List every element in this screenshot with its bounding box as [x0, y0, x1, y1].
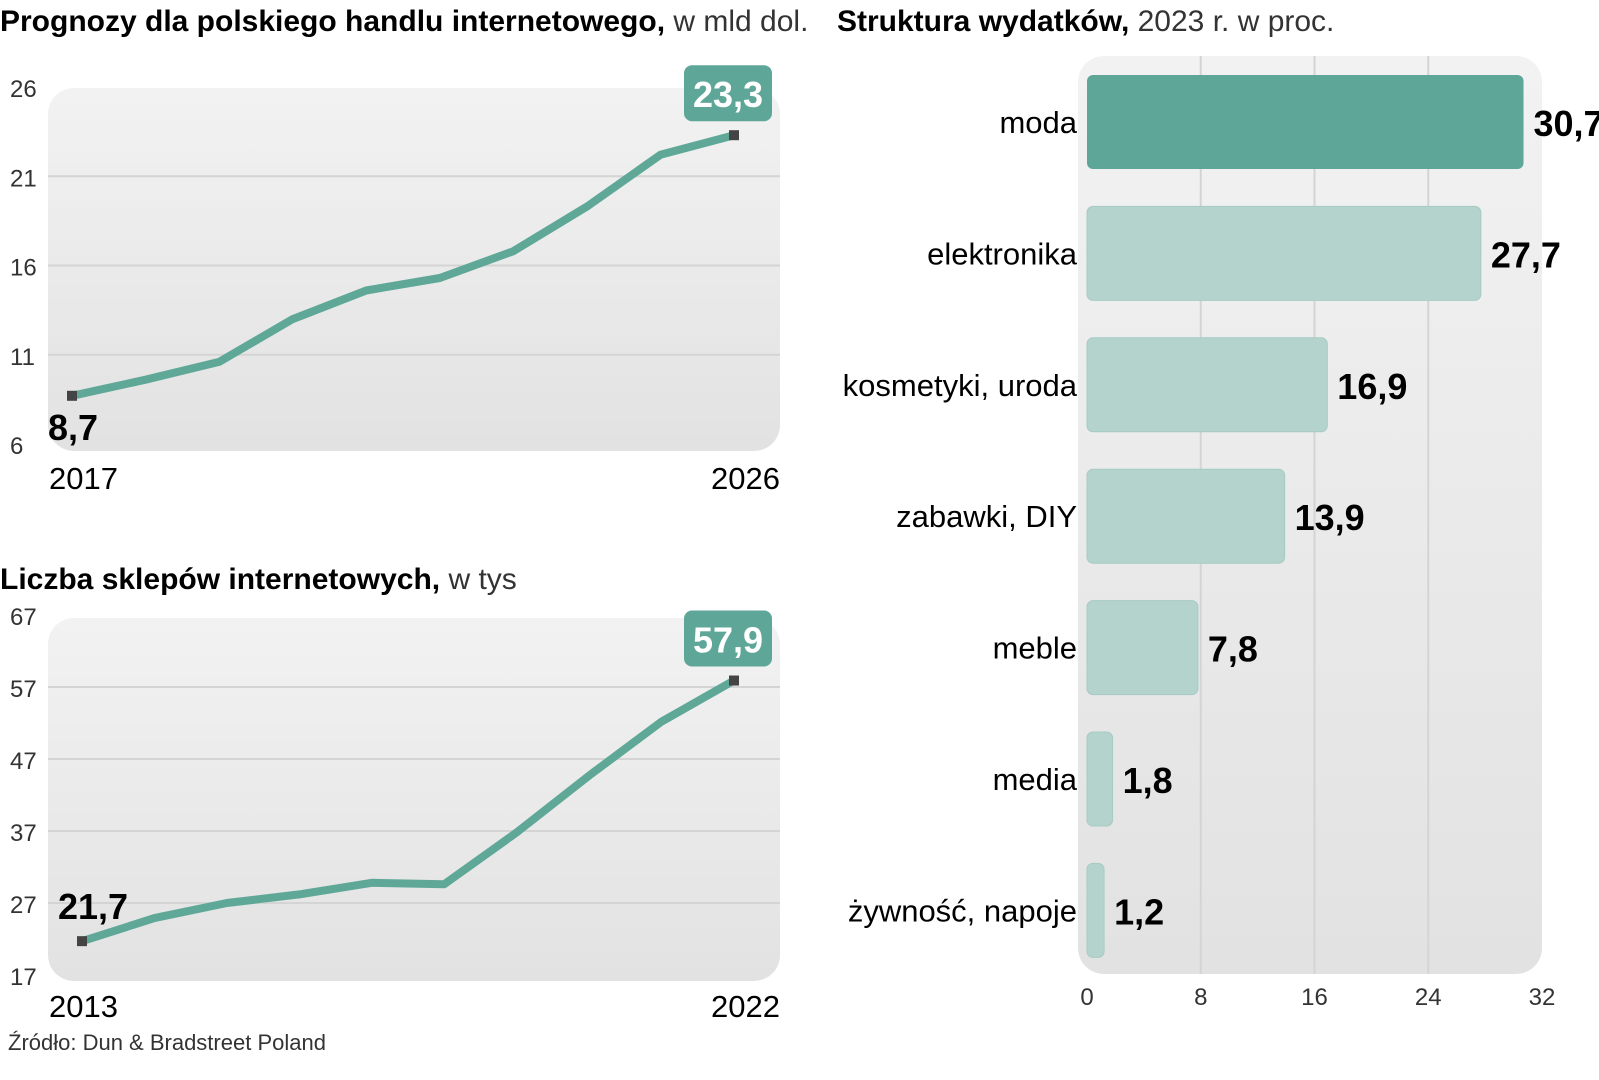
chart-spending-structure: Struktura wydatków, 2023 r. w proc. moda…	[837, 5, 1599, 1011]
chart3-bar	[1086, 337, 1328, 433]
chart2-end-value-badge	[684, 610, 772, 667]
chart-ecommerce-forecast: Prognozy dla polskiego handlu internetow…	[0, 5, 808, 496]
c1-y-tick-label: 16	[10, 255, 37, 282]
chart3-value-label: 16,9	[1337, 366, 1407, 407]
chart1-y-axis: 26 21 16 11 6	[10, 76, 37, 460]
chart3-bar	[1086, 731, 1114, 827]
chart3-title-light: 2023 r. w proc.	[1129, 5, 1334, 38]
chart3-x-axis: 0 8 16 24 32	[1080, 984, 1555, 1011]
chart2-title: Liczba sklepów internetowych, w tys	[0, 563, 517, 596]
chart1-start-value-label: 8,7	[48, 407, 98, 448]
c2-y-tick-label: 57	[10, 676, 37, 703]
chart2-gridlines	[48, 686, 780, 904]
c1-y-tick-label: 26	[10, 76, 37, 103]
chart3-bar	[1086, 862, 1105, 958]
chart2-x-tick-start: 2013	[49, 989, 118, 1024]
chart3-category-label: żywność, napoje	[848, 893, 1077, 928]
source-note: Źródło: Dun & Bradstreet Poland	[8, 1030, 326, 1055]
chart3-category-label: media	[993, 762, 1078, 797]
chart3-bar	[1086, 600, 1199, 696]
chart3-value-label: 30,7	[1534, 103, 1599, 144]
chart3-title: Struktura wydatków, 2023 r. w proc.	[837, 5, 1334, 38]
chart2-panel	[48, 618, 780, 981]
chart-online-shops: Liczba sklepów internetowych, w tys 67 57…	[0, 563, 780, 1024]
c2-y-tick-label: 47	[10, 748, 37, 775]
chart1-start-point	[67, 390, 77, 401]
chart3-title-bold: Struktura wydatków,	[837, 5, 1129, 38]
chart1-title-bold: Prognozy dla polskiego handlu internetow…	[0, 5, 665, 38]
chart1-x-tick-end: 2026	[711, 461, 780, 496]
c2-y-tick-label: 27	[10, 892, 37, 919]
c2-y-tick-label: 37	[10, 820, 37, 847]
chart3-bar	[1086, 205, 1482, 301]
chart3-bars: moda 30,7 elektronika 27,7 kosmetyki, uroda 1…	[843, 75, 1599, 958]
chart3-category-label: meble	[993, 631, 1077, 666]
chart1-end-value-badge	[684, 65, 772, 122]
chart2-end-value-label: 57,9	[693, 620, 763, 661]
chart3-category-label: moda	[999, 105, 1077, 140]
chart3-value-label: 1,8	[1123, 760, 1173, 801]
chart3-category-label: kosmetyki, uroda	[843, 368, 1078, 403]
chart3-x-tick-label: 32	[1529, 984, 1556, 1011]
chart3-value-label: 7,8	[1208, 629, 1258, 670]
chart1-panel	[48, 88, 780, 451]
chart3-category-label: zabawki, DIY	[896, 499, 1077, 534]
c2-y-tick-label: 67	[10, 604, 37, 631]
chart1-gridlines	[48, 175, 780, 356]
chart3-x-tick-label: 0	[1080, 984, 1093, 1011]
chart3-bar	[1086, 468, 1286, 564]
chart1-title: Prognozy dla polskiego handlu internetow…	[0, 5, 808, 38]
c2-y-tick-label: 17	[10, 964, 37, 991]
chart2-title-bold: Liczba sklepów internetowych,	[0, 563, 440, 596]
chart2-start-value-label: 21,7	[58, 886, 128, 927]
chart1-end-value-label: 23,3	[693, 74, 763, 115]
c1-y-tick-label: 6	[10, 433, 23, 460]
chart1-end-point	[729, 130, 739, 141]
chart3-x-tick-label: 8	[1194, 984, 1207, 1011]
chart2-series-line	[78, 676, 738, 946]
chart3-value-label: 13,9	[1295, 497, 1365, 538]
chart3-category-label: elektronika	[927, 236, 1078, 271]
chart1-series-line	[68, 131, 738, 400]
c1-y-tick-label: 21	[10, 165, 37, 192]
chart3-bar	[1087, 75, 1524, 169]
chart1-title-light: w mld dol.	[665, 5, 808, 38]
chart2-x-tick-end: 2022	[711, 989, 780, 1024]
chart1-x-tick-start: 2017	[49, 461, 118, 496]
chart3-value-label: 1,2	[1114, 891, 1164, 932]
chart3-value-label: 27,7	[1491, 234, 1561, 275]
chart2-y-axis: 67 57 47 37 27 17	[10, 604, 37, 991]
chart2-title-light: w tys	[440, 563, 517, 596]
chart3-x-tick-label: 24	[1415, 984, 1442, 1011]
chart3-x-tick-label: 16	[1301, 984, 1328, 1011]
chart2-start-point	[77, 936, 87, 947]
chart2-end-point	[729, 675, 739, 686]
c1-y-tick-label: 11	[10, 344, 35, 371]
